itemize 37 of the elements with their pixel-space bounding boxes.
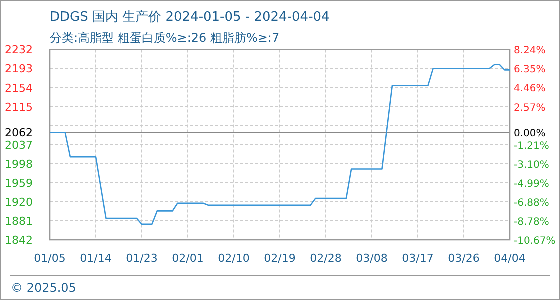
x-tick-label: 01/14 — [80, 252, 112, 265]
x-tick-label: 03/08 — [356, 252, 388, 265]
y2-tick-label: 6.35% — [514, 64, 546, 76]
line-series — [49, 64, 511, 226]
y-tick-label: 1881 — [5, 214, 33, 228]
chart-title: DDGS 国内 生产价 2024-01-05 - 2024-04-04 — [50, 10, 330, 25]
x-tick-label: 02/01 — [172, 252, 204, 265]
text: © 2025.05 — [11, 281, 76, 295]
y2-tick-label: 4.46% — [514, 84, 546, 95]
x-tick-label: 02/10 — [218, 252, 250, 265]
x-tick-label: 03/17 — [402, 252, 434, 265]
chart-subtitle: 分类:高脂型 粗蛋白质%≥:26 粗脂肪%≥:7 — [50, 31, 280, 45]
x-tick-label: 03/26 — [448, 252, 480, 265]
y2-tick-label: -1.21% — [514, 140, 550, 152]
y2-tick-label: -6.88% — [514, 198, 550, 209]
y-tick-label: 2154 — [5, 82, 33, 95]
y2-tick-label: -8.78% — [514, 216, 550, 228]
y2-tick-label: -10.67% — [514, 236, 556, 247]
x-tick-label: 04/04 — [494, 252, 526, 265]
y-tick-label: 2115 — [5, 100, 33, 114]
x-tick-label: 02/19 — [264, 252, 296, 265]
y-tick-label: 2062 — [5, 126, 33, 140]
y2-tick-label: -3.10% — [514, 160, 550, 171]
y-tick-label: 1998 — [5, 158, 33, 171]
y-tick-label: 2232 — [5, 44, 33, 57]
y2-tick-label: 8.24% — [514, 46, 546, 57]
x-tick-label: 02/28 — [310, 252, 342, 265]
y-tick-label: 1920 — [5, 196, 33, 209]
y2-tick-label: -4.99% — [514, 178, 550, 190]
y2-tick-label: 0.00% — [514, 128, 546, 140]
y-tick-label: 2193 — [5, 62, 33, 76]
y2-tick-label: 2.57% — [514, 102, 546, 114]
y-tick-label: 1842 — [5, 234, 33, 247]
y-tick-label: 1959 — [5, 176, 33, 190]
x-tick-label: 01/23 — [126, 252, 158, 265]
y-tick-label: 2037 — [5, 138, 33, 152]
x-tick-label: 01/05 — [34, 252, 66, 265]
